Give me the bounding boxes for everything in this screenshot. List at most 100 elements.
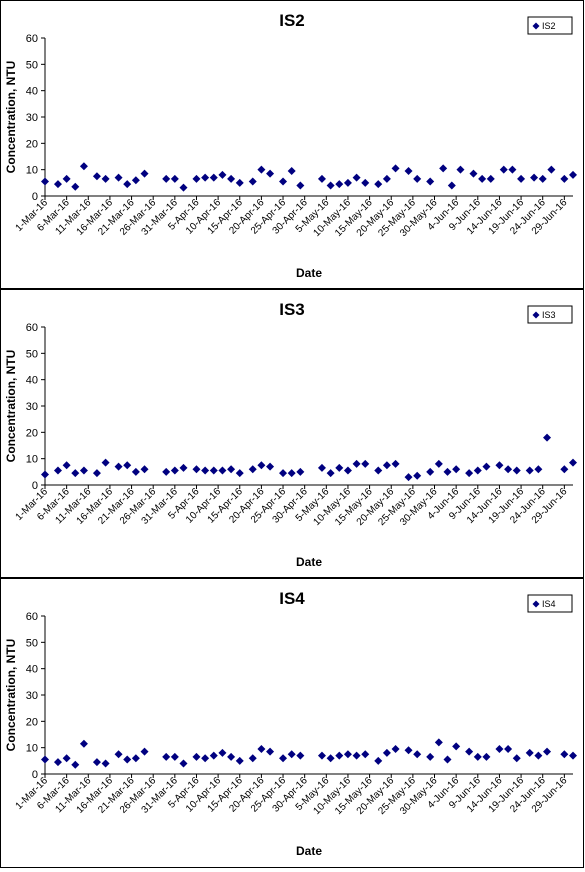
data-point [179,463,188,472]
data-point [287,166,296,175]
legend-box [527,16,573,35]
data-point [123,755,132,764]
data-point [473,752,482,761]
data-point [352,459,361,468]
data-point [482,752,491,761]
data-point [560,750,569,759]
y-tick-label: 30 [26,112,38,124]
data-point [218,170,227,179]
data-point [41,177,49,186]
data-point [101,759,110,768]
data-point [279,177,288,186]
data-point [162,752,171,761]
data-point [534,465,543,474]
legend-marker [532,600,540,608]
data-point [413,471,422,480]
data-point [257,744,266,753]
data-point [478,174,487,183]
data-point [209,466,218,475]
data-point [426,177,435,186]
data-point [53,758,62,767]
data-point [560,465,569,474]
data-point [131,176,140,185]
data-point [374,756,383,765]
data-point [413,174,422,183]
y-tick-label: 0 [32,769,38,781]
data-point [343,466,352,475]
data-point [326,754,335,763]
legend-box [527,594,573,613]
y-tick-label: 60 [26,33,38,45]
data-point [71,182,80,191]
data-point [443,755,452,764]
y-tick-label: 20 [26,427,38,439]
data-point [170,752,179,761]
data-point [456,165,465,174]
y-tick-label: 40 [26,664,38,676]
data-point [512,754,521,763]
data-point [227,174,236,183]
data-point [374,180,383,189]
data-point [201,754,210,763]
data-point [361,750,370,759]
data-point [114,173,123,182]
data-point [426,467,435,476]
data-point [343,178,352,187]
data-point [374,466,383,475]
data-point [92,469,101,478]
data-point [227,465,236,474]
y-tick-label: 20 [26,138,38,150]
y-tick-label: 40 [26,86,38,98]
x-axis-label: Date [296,555,322,569]
y-tick-label: 50 [26,59,38,71]
data-point [534,751,543,760]
data-point [382,174,391,183]
data-point [547,165,556,174]
data-point [404,473,413,482]
data-point [53,180,62,189]
data-point [391,459,400,468]
y-tick-label: 40 [26,375,38,387]
data-point [209,173,218,182]
data-point [123,461,132,470]
x-axis-label: Date [296,266,322,280]
data-point [218,466,227,475]
data-point [530,173,539,182]
data-point [123,180,132,189]
data-point [543,433,552,442]
data-point [266,747,275,756]
data-point [465,747,474,756]
data-point [517,174,526,183]
data-point [170,174,179,183]
data-point [443,467,452,476]
data-point [361,459,370,468]
y-axis-label: Concentration, NTU [4,350,18,463]
data-point [465,469,474,478]
y-tick-label: 20 [26,716,38,728]
data-point [296,181,305,190]
data-point [296,467,305,476]
y-tick-label: 60 [26,611,38,623]
data-point [140,169,149,178]
data-point [41,755,49,764]
data-point [486,174,495,183]
data-point [335,751,344,760]
data-point [179,759,188,768]
data-point [179,183,188,192]
data-point [538,174,547,183]
data-point [170,466,179,475]
data-point [404,746,413,755]
data-point [469,169,478,178]
data-point [499,165,508,174]
data-point [218,748,227,757]
data-point [335,463,344,472]
data-point [92,758,101,767]
data-point [569,170,577,179]
data-point [162,467,171,476]
data-point [482,462,491,471]
data-point [192,465,201,474]
y-tick-label: 30 [26,690,38,702]
chart-svg: IS401020304050601-Mar-166-Mar-1611-Mar-1… [4,589,577,858]
data-point [391,164,400,173]
data-point [227,752,236,761]
